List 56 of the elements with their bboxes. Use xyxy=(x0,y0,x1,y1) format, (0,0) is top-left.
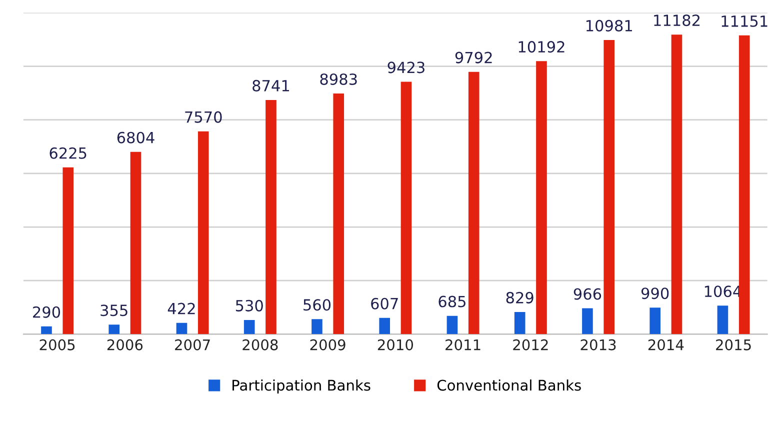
bar xyxy=(536,61,547,334)
data-label: 560 xyxy=(304,299,331,311)
x-tick-label: 2007 xyxy=(175,339,210,350)
data-label: 829 xyxy=(506,292,534,304)
data-label: 290 xyxy=(33,306,60,318)
bar xyxy=(717,306,728,334)
bar xyxy=(514,312,526,334)
data-label: 10981 xyxy=(586,20,632,32)
bar xyxy=(738,35,750,334)
data-label: 9423 xyxy=(388,62,424,74)
x-tick-label: 2008 xyxy=(242,339,278,350)
bar xyxy=(266,100,276,334)
data-label: 990 xyxy=(641,288,669,300)
data-label: 355 xyxy=(100,304,128,316)
x-tick-label: 2009 xyxy=(310,339,346,350)
data-label: 422 xyxy=(168,302,195,314)
bar xyxy=(198,131,209,334)
bar xyxy=(400,82,412,334)
data-label: 11151 xyxy=(722,16,768,27)
bar xyxy=(176,322,188,334)
x-tick-label: 2013 xyxy=(580,339,616,350)
bar xyxy=(671,34,682,334)
bar xyxy=(379,318,390,334)
data-label: 530 xyxy=(236,300,263,312)
x-tick-label: 2012 xyxy=(513,339,548,350)
bar xyxy=(41,326,52,334)
x-tick-label: 2011 xyxy=(446,339,480,350)
data-label: 966 xyxy=(574,288,602,300)
data-label: 8983 xyxy=(320,73,357,85)
data-label: 685 xyxy=(438,296,466,308)
data-label: 10192 xyxy=(518,41,564,53)
x-tick-label: 2006 xyxy=(107,339,143,350)
x-tick-label: 2010 xyxy=(378,339,414,350)
bar xyxy=(108,324,120,334)
bar xyxy=(604,40,615,334)
data-label: 6804 xyxy=(117,132,154,144)
bar xyxy=(333,94,344,334)
data-label: 607 xyxy=(371,298,398,310)
x-tick-label: 2015 xyxy=(716,339,751,350)
data-label: 7570 xyxy=(185,111,222,123)
data-label: 11182 xyxy=(654,14,700,26)
bar xyxy=(582,308,593,334)
bar xyxy=(446,316,458,334)
bar xyxy=(650,308,660,334)
bar xyxy=(244,320,255,334)
legend-label: Conventional Banks xyxy=(437,379,581,391)
x-tick-label: 2005 xyxy=(40,339,75,350)
data-label: 6225 xyxy=(50,147,86,159)
bar xyxy=(130,152,142,334)
legend-label: Participation Banks xyxy=(232,379,370,394)
bar xyxy=(62,167,74,334)
x-tick-label: 2014 xyxy=(648,339,684,350)
data-label: 8741 xyxy=(252,80,290,92)
bar xyxy=(468,72,480,334)
bar xyxy=(312,319,322,334)
data-label: 9792 xyxy=(455,52,492,64)
